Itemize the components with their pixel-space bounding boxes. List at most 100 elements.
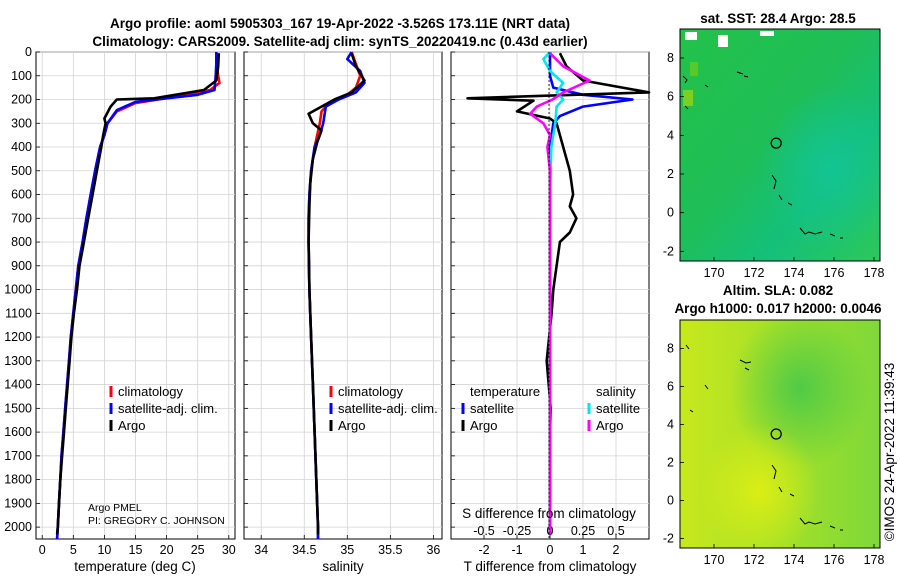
map-x-tick-label: 176 xyxy=(824,553,845,567)
series-salinity-satellite xyxy=(542,51,565,528)
sst-coastlines xyxy=(682,71,843,239)
sst-map-ticks: 170 172 174 176 178 -2 0 2 4 6 8 xyxy=(663,51,885,280)
map-y-tick-label: 2 xyxy=(667,167,674,181)
salinity-grid xyxy=(244,51,442,539)
x-tick-label: 15 xyxy=(129,543,143,557)
legend-label-climatology: climatology xyxy=(118,384,184,399)
temperature-xlabel: temperature (deg C) xyxy=(74,559,196,574)
difference-legend: temperature salinity satellite Argo sate… xyxy=(461,384,640,433)
sla-map-low xyxy=(680,320,880,548)
temperature-legend: climatology satellite-adj. clim. Argo xyxy=(109,384,218,433)
sst-cloud-patch xyxy=(685,32,697,40)
map-x-tick-label: 174 xyxy=(784,553,805,567)
sst-map xyxy=(679,28,881,262)
map-y-tick-label: 0 xyxy=(667,494,674,508)
y-tick-label: 1000 xyxy=(4,283,32,297)
x-tick-label: 10 xyxy=(97,543,111,557)
legend-label-s-argo: Argo xyxy=(596,418,623,433)
y-tick-label: 1500 xyxy=(4,401,32,415)
map-x-tick-label: 176 xyxy=(824,266,845,280)
sla-map-title-1: Altim. SLA: 0.082 xyxy=(723,283,833,298)
map-y-tick-label: 0 xyxy=(667,206,674,220)
sla-map xyxy=(679,319,881,549)
y-tick-label: 1200 xyxy=(4,330,32,344)
y-tick-label: 600 xyxy=(11,188,32,202)
y-tick-label: 500 xyxy=(11,164,32,178)
difference-lines xyxy=(466,51,651,535)
salinity-legend: climatology satellite-adj. clim. Argo xyxy=(329,384,438,433)
legend-label-argo: Argo xyxy=(118,418,145,433)
map-y-tick-label: 8 xyxy=(667,51,674,65)
figure-title-line1: Argo profile: aoml 5905303_167 19-Apr-20… xyxy=(110,16,570,31)
difference-top-label: S difference from climatology xyxy=(462,506,636,521)
pi-line-1: Argo PMEL xyxy=(88,502,142,514)
map-y-tick-label: 2 xyxy=(667,456,674,470)
x-tick-label: 0 xyxy=(547,543,554,557)
sla-map-frame xyxy=(679,319,881,549)
x-tick-label: 2 xyxy=(613,543,620,557)
legend-label-t-satellite: satellite xyxy=(470,401,514,416)
x-tick-label: 25 xyxy=(191,543,205,557)
x-tick-label: -2 xyxy=(478,543,489,557)
legend-label-climatology: climatology xyxy=(338,384,404,399)
map-x-tick-label: 178 xyxy=(864,553,885,567)
series-argo xyxy=(307,52,366,535)
y-tick-label: 1800 xyxy=(4,473,32,487)
temperature-ticks: 0100200300400500600700800900100011001200… xyxy=(4,45,236,557)
x-tick-label: 5 xyxy=(70,543,77,557)
map-x-tick-label: 174 xyxy=(784,266,805,280)
x-tick-label: 1 xyxy=(580,543,587,557)
y-tick-label: 300 xyxy=(11,116,32,130)
y-tick-label: 200 xyxy=(11,93,32,107)
map-y-tick-label: 6 xyxy=(667,380,674,394)
map-y-tick-label: 6 xyxy=(667,90,674,104)
x-tick-label: 35 xyxy=(340,543,354,557)
sla-coastlines xyxy=(685,344,843,531)
sst-cloud-patch xyxy=(760,31,774,36)
figure-title-line2: Climatology: CARS2009. Satellite-adj cli… xyxy=(92,34,587,49)
legend-title-salinity: salinity xyxy=(596,384,636,399)
x-tick-label: 35.5 xyxy=(378,543,402,557)
map-x-tick-label: 170 xyxy=(704,266,725,280)
map-y-tick-label: -2 xyxy=(663,532,674,546)
salinity-lines xyxy=(307,51,366,539)
y-tick-label: 400 xyxy=(11,140,32,154)
sla-map-ticks: 170 172 174 176 178 -2 0 2 4 6 8 xyxy=(663,342,885,568)
salinity-xlabel: salinity xyxy=(322,559,364,574)
map-y-tick-label: 4 xyxy=(667,418,674,432)
top-tick-label: -0.25 xyxy=(503,524,532,538)
y-tick-label: 1900 xyxy=(4,496,32,510)
legend-label-t-argo: Argo xyxy=(470,418,497,433)
series-argo xyxy=(55,53,221,535)
x-tick-label: -1 xyxy=(511,543,522,557)
top-tick-label: 0.25 xyxy=(571,524,595,538)
map-x-tick-label: 172 xyxy=(744,266,765,280)
sst-patch xyxy=(683,90,693,106)
difference-xlabel: T difference from climatology xyxy=(464,559,637,574)
map-y-tick-label: 4 xyxy=(667,128,674,142)
sst-map-title: sat. SST: 28.4 Argo: 28.5 xyxy=(700,11,856,26)
x-tick-label: 34 xyxy=(254,543,268,557)
map-y-tick-label: 8 xyxy=(667,342,674,356)
sst-patch xyxy=(690,62,698,76)
legend-label-argo: Argo xyxy=(338,418,365,433)
top-tick-label: -0.5 xyxy=(473,524,495,538)
y-tick-label: 100 xyxy=(11,69,32,83)
sla-map-title-2: Argo h1000: 0.017 h2000: 0.0046 xyxy=(674,301,882,316)
difference-ticks: -2 -1 0 1 2-0.5 -0.25 0 0.25 0.5 xyxy=(451,51,625,557)
map-x-tick-label: 178 xyxy=(864,266,885,280)
y-tick-label: 0 xyxy=(25,45,32,59)
temperature-lines xyxy=(55,52,221,540)
salinity-ticks: 34 34.5 35 35.5 36 xyxy=(244,51,440,557)
sst-map-warm-core xyxy=(680,29,880,261)
series-temperature-satellite xyxy=(548,52,634,528)
sst-cloud-patch xyxy=(718,35,728,47)
y-tick-label: 800 xyxy=(11,235,32,249)
y-tick-label: 1100 xyxy=(5,306,32,320)
legend-label-satellite: satellite-adj. clim. xyxy=(338,401,438,416)
x-tick-label: 36 xyxy=(426,543,440,557)
y-tick-label: 2000 xyxy=(4,520,32,534)
sla-argo-marker xyxy=(770,428,782,440)
top-tick-label: 0.5 xyxy=(607,524,624,538)
